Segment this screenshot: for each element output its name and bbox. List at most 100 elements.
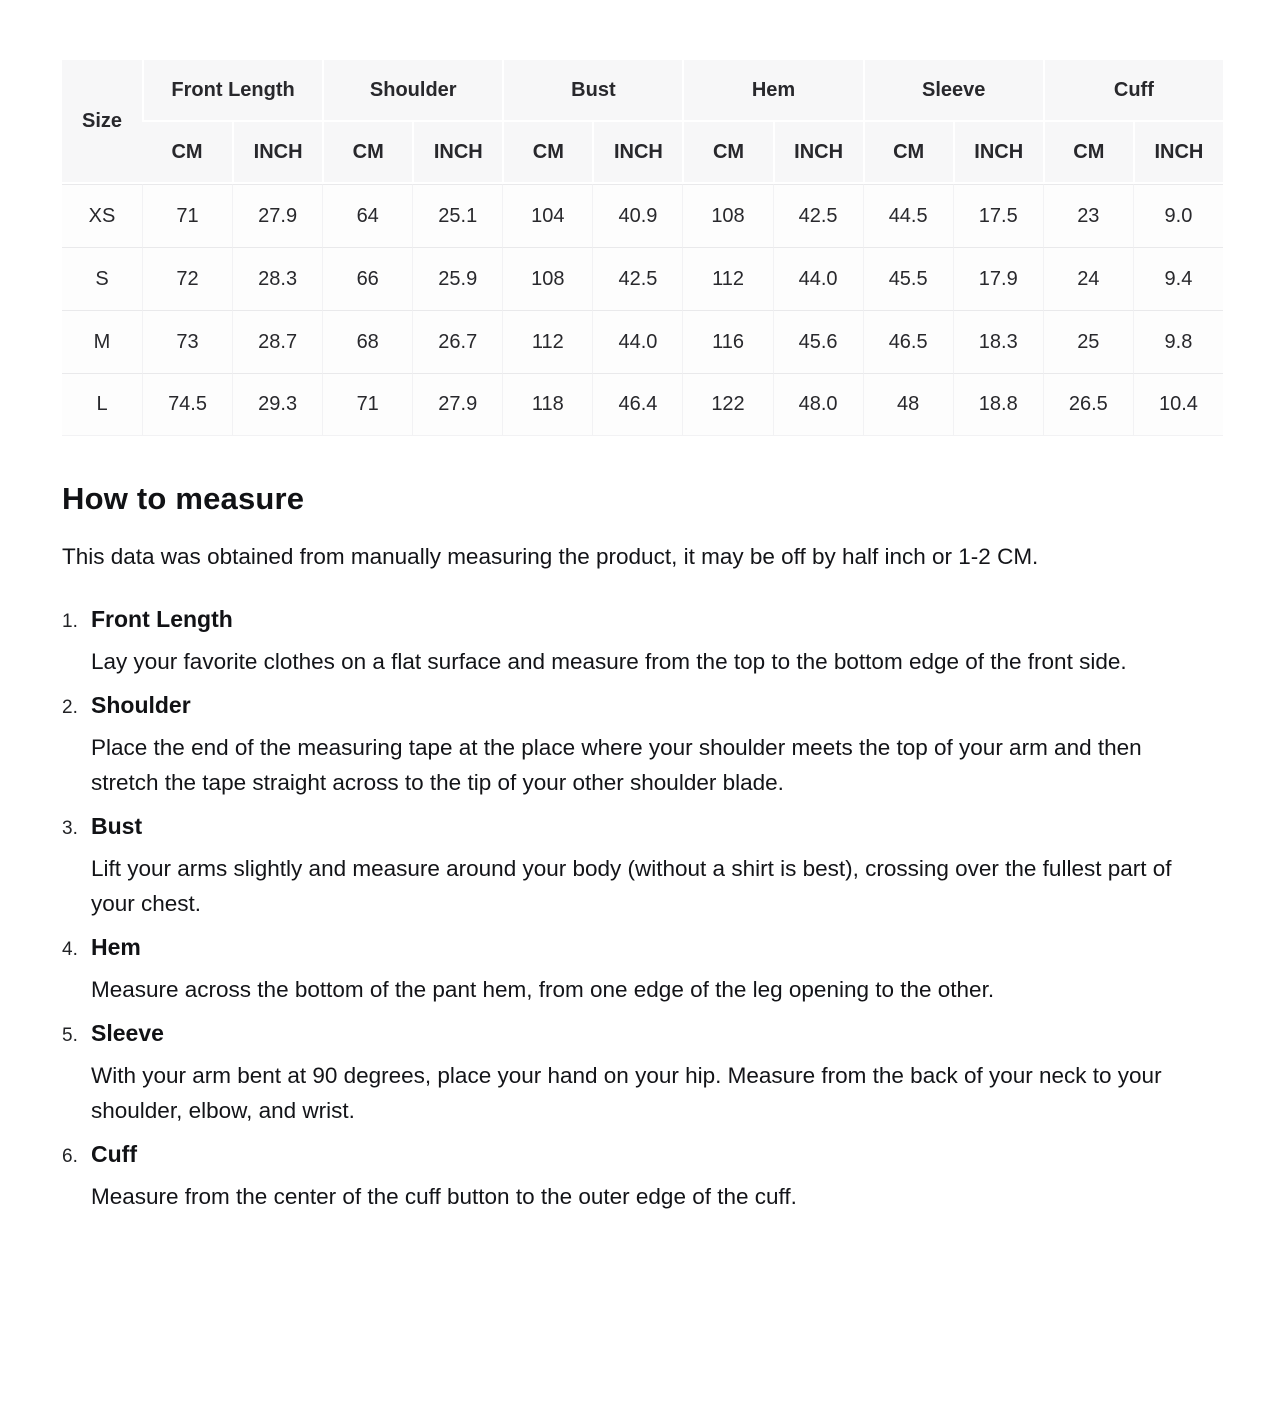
size-cell: L bbox=[62, 373, 142, 436]
unit-header-inch: INCH bbox=[592, 122, 683, 184]
list-item-number: 6. bbox=[62, 1146, 78, 1167]
measure-cell: 24 bbox=[1042, 247, 1133, 310]
measure-cell: 42.5 bbox=[772, 184, 863, 247]
size-guide-page: Size Front Length Shoulder Bust Hem Slee… bbox=[62, 60, 1223, 1214]
measure-instructions-list: 1. Front Length Lay your favorite clothe… bbox=[62, 606, 1222, 1214]
size-cell: XS bbox=[62, 184, 142, 247]
list-item: 4. Hem Measure across the bottom of the … bbox=[62, 934, 1222, 1007]
list-item-heading: 6. Cuff bbox=[62, 1141, 1222, 1168]
list-item-term: Hem bbox=[91, 934, 141, 960]
measure-cell: 108 bbox=[682, 184, 773, 247]
measure-cell: 66 bbox=[322, 247, 413, 310]
measure-cell: 108 bbox=[502, 247, 593, 310]
unit-header-cm: CM bbox=[322, 122, 413, 184]
unit-header-cm: CM bbox=[682, 122, 773, 184]
list-item-term: Cuff bbox=[91, 1141, 137, 1167]
list-item-term: Shoulder bbox=[91, 692, 191, 718]
column-group-sleeve: Sleeve bbox=[862, 60, 1043, 122]
measure-cell: 42.5 bbox=[592, 247, 683, 310]
unit-header-inch: INCH bbox=[412, 122, 503, 184]
list-item-term: Front Length bbox=[91, 606, 233, 632]
measure-cell: 44.0 bbox=[772, 247, 863, 310]
how-to-measure-title: How to measure bbox=[62, 481, 305, 516]
measure-cell: 25.1 bbox=[412, 184, 503, 247]
unit-header-cm: CM bbox=[502, 122, 593, 184]
list-item-heading: 4. Hem bbox=[62, 934, 1222, 961]
list-item-description: Place the end of the measuring tape at t… bbox=[91, 735, 1142, 795]
unit-header-cm: CM bbox=[142, 122, 233, 184]
list-item-number: 2. bbox=[62, 697, 78, 718]
measure-cell: 17.5 bbox=[952, 184, 1043, 247]
measure-cell: 48 bbox=[862, 373, 953, 436]
column-group-bust: Bust bbox=[502, 60, 683, 122]
measure-cell: 17.9 bbox=[952, 247, 1043, 310]
measure-cell: 74.5 bbox=[142, 373, 233, 436]
measure-cell: 25.9 bbox=[412, 247, 503, 310]
size-cell: S bbox=[62, 247, 142, 310]
unit-header-inch: INCH bbox=[952, 122, 1043, 184]
measure-cell: 73 bbox=[142, 310, 233, 373]
list-item-description: With your arm bent at 90 degrees, place … bbox=[91, 1063, 1162, 1123]
measure-cell: 23 bbox=[1042, 184, 1133, 247]
list-item-description: Measure across the bottom of the pant he… bbox=[91, 977, 995, 1002]
measure-cell: 72 bbox=[142, 247, 233, 310]
list-item-number: 4. bbox=[62, 939, 78, 960]
list-item: 6. Cuff Measure from the center of the c… bbox=[62, 1141, 1222, 1214]
measure-cell: 18.8 bbox=[952, 373, 1043, 436]
table-row: M 73 28.7 68 26.7 112 44.0 116 45.6 46.5… bbox=[62, 310, 1223, 373]
measure-cell: 122 bbox=[682, 373, 773, 436]
measure-cell: 10.4 bbox=[1132, 373, 1223, 436]
column-header-size: Size bbox=[62, 60, 142, 184]
size-cell: M bbox=[62, 310, 142, 373]
unit-header-cm: CM bbox=[1042, 122, 1133, 184]
measure-cell: 9.4 bbox=[1132, 247, 1223, 310]
unit-header-cm: CM bbox=[862, 122, 953, 184]
list-item: 3. Bust Lift your arms slightly and meas… bbox=[62, 813, 1222, 921]
list-item-number: 1. bbox=[62, 611, 78, 632]
column-group-shoulder: Shoulder bbox=[322, 60, 503, 122]
measure-cell: 104 bbox=[502, 184, 593, 247]
measure-cell: 112 bbox=[502, 310, 593, 373]
measure-cell: 18.3 bbox=[952, 310, 1043, 373]
how-to-measure-intro: This data was obtained from manually mea… bbox=[62, 544, 1039, 569]
unit-header-inch: INCH bbox=[772, 122, 863, 184]
measure-cell: 9.8 bbox=[1132, 310, 1223, 373]
list-item-heading: 1. Front Length bbox=[62, 606, 1222, 633]
measure-cell: 9.0 bbox=[1132, 184, 1223, 247]
measure-cell: 112 bbox=[682, 247, 773, 310]
list-item-description: Measure from the center of the cuff butt… bbox=[91, 1184, 797, 1209]
measure-cell: 40.9 bbox=[592, 184, 683, 247]
measure-cell: 27.9 bbox=[232, 184, 323, 247]
measure-cell: 116 bbox=[682, 310, 773, 373]
measure-cell: 26.7 bbox=[412, 310, 503, 373]
list-item-description: Lay your favorite clothes on a flat surf… bbox=[91, 649, 1127, 674]
list-item-description: Lift your arms slightly and measure arou… bbox=[91, 856, 1172, 916]
measure-cell: 45.6 bbox=[772, 310, 863, 373]
size-chart-header: Size Front Length Shoulder Bust Hem Slee… bbox=[62, 60, 1223, 184]
list-item: 2. Shoulder Place the end of the measuri… bbox=[62, 692, 1222, 800]
table-row: XS 71 27.9 64 25.1 104 40.9 108 42.5 44.… bbox=[62, 184, 1223, 247]
measure-cell: 28.7 bbox=[232, 310, 323, 373]
measure-cell: 71 bbox=[142, 184, 233, 247]
list-item-term: Bust bbox=[91, 813, 143, 839]
column-group-cuff: Cuff bbox=[1042, 60, 1223, 122]
measure-cell: 27.9 bbox=[412, 373, 503, 436]
unit-header-inch: INCH bbox=[1132, 122, 1223, 184]
measure-cell: 118 bbox=[502, 373, 593, 436]
size-chart-table: Size Front Length Shoulder Bust Hem Slee… bbox=[62, 60, 1223, 436]
list-item: 5. Sleeve With your arm bent at 90 degre… bbox=[62, 1020, 1222, 1128]
column-group-hem: Hem bbox=[682, 60, 863, 122]
column-group-front-length: Front Length bbox=[142, 60, 323, 122]
measure-cell: 44.5 bbox=[862, 184, 953, 247]
measure-cell: 71 bbox=[322, 373, 413, 436]
list-item: 1. Front Length Lay your favorite clothe… bbox=[62, 606, 1222, 679]
unit-header-inch: INCH bbox=[232, 122, 323, 184]
list-item-term: Sleeve bbox=[91, 1020, 164, 1046]
list-item-number: 5. bbox=[62, 1025, 78, 1046]
measure-cell: 68 bbox=[322, 310, 413, 373]
list-item-heading: 2. Shoulder bbox=[62, 692, 1222, 719]
measure-cell: 46.5 bbox=[862, 310, 953, 373]
measure-cell: 48.0 bbox=[772, 373, 863, 436]
measure-cell: 45.5 bbox=[862, 247, 953, 310]
table-row: S 72 28.3 66 25.9 108 42.5 112 44.0 45.5… bbox=[62, 247, 1223, 310]
